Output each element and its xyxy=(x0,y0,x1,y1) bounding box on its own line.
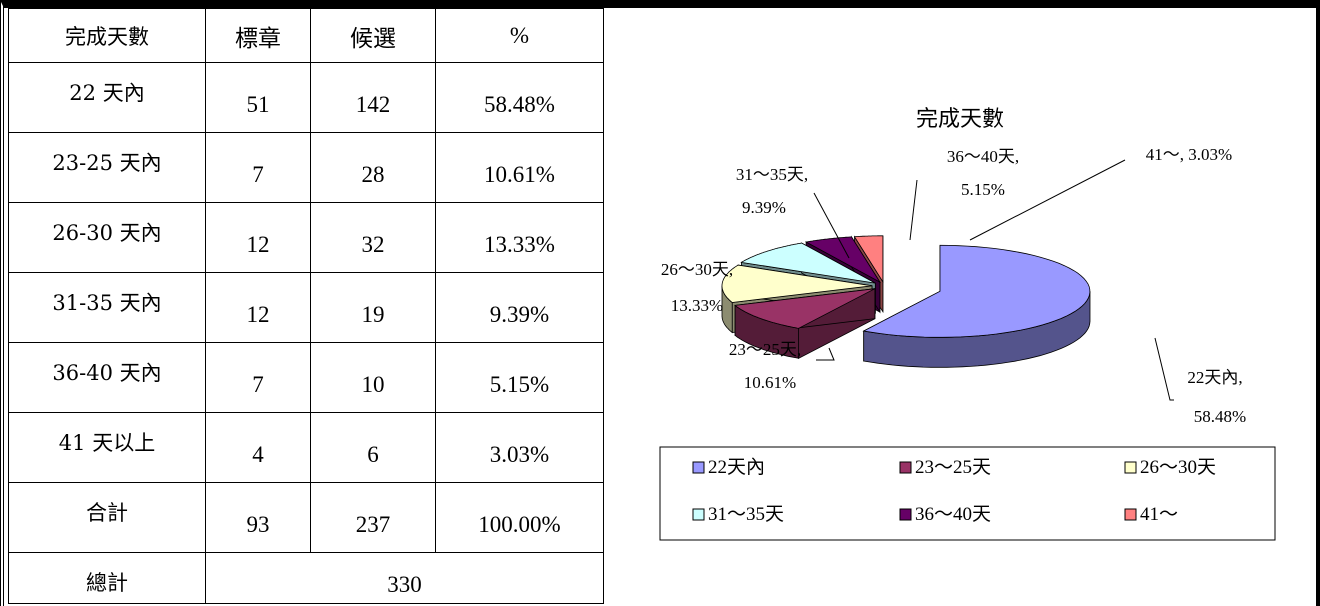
table-cell: 5.15% xyxy=(435,342,604,413)
legend-swatch xyxy=(692,461,705,474)
table-cell: 100.00% xyxy=(435,482,604,553)
leader-line xyxy=(813,192,850,259)
data-label: 41～, 3.03% xyxy=(1146,145,1232,164)
data-label: 23～25天, xyxy=(729,340,801,359)
table-cell: 13.33% xyxy=(435,202,604,273)
legend-label: 23～25天 xyxy=(915,457,991,478)
table-cell: 10 xyxy=(310,342,436,413)
table-cell: 51 xyxy=(205,62,311,133)
table-row: 36-40 天內 7 10 5.15% xyxy=(8,342,604,413)
slice xyxy=(853,235,884,284)
table-cell: 6 xyxy=(310,412,436,483)
table-row: 完成天數 標章 候選% xyxy=(8,8,604,63)
legend-swatch xyxy=(899,461,912,474)
table-cell: 22 天內 xyxy=(8,62,206,133)
legend-label: 31～35天 xyxy=(708,504,784,525)
table-cell: 合計 xyxy=(8,482,206,553)
legend-label: 36～40天 xyxy=(915,504,991,525)
table-row: 31-35 天內 12 19 9.39% xyxy=(8,272,604,343)
data-label: 58.48% xyxy=(1194,407,1246,426)
leader-line xyxy=(816,347,835,361)
legend-swatch xyxy=(899,508,912,521)
legend-swatch xyxy=(692,508,705,521)
table-row: 總計 330 xyxy=(8,552,604,604)
table-cell: % xyxy=(435,8,604,63)
slice xyxy=(804,236,882,284)
table-cell: 36-40 天內 xyxy=(8,342,206,413)
data-label: 36～40天, xyxy=(947,147,1019,166)
leader-line xyxy=(1154,337,1174,401)
slice xyxy=(740,242,876,284)
data-label: 9.39% xyxy=(742,198,786,217)
data-label: 5.15% xyxy=(961,180,1005,199)
pie-chart: 完成天數 22天內, 58.48% 23～25天, 10.61% 26～30天, 13.3… xyxy=(659,107,1276,541)
table-cell: 41 天以上 xyxy=(8,412,206,483)
table-cell: 12 xyxy=(205,272,311,343)
slice xyxy=(721,264,873,303)
data-label: 31～35天, xyxy=(736,165,808,184)
legend-label: 26～30天 xyxy=(1140,457,1216,478)
legend-swatch xyxy=(1124,461,1137,474)
table-cell: 32 xyxy=(310,202,436,273)
table-cell: 31-35 天內 xyxy=(8,272,206,343)
legend-box xyxy=(659,446,1276,541)
table-cell: 候選 xyxy=(310,8,436,63)
legend-label: 41～ xyxy=(1140,504,1178,525)
table-cell: 3.03% xyxy=(435,412,604,483)
table-cell: 7 xyxy=(205,342,311,413)
table-cell: 完成天數 xyxy=(8,8,206,63)
table-cell: 總計 xyxy=(8,552,206,604)
table-cell: 93 xyxy=(205,482,311,553)
stats-table: 完成天數 標章 候選% 22 天內 51 142 58.48% 23-25 天內 7 28 10.6… xyxy=(8,8,604,604)
data-label: 10.61% xyxy=(744,373,796,392)
table-cell: 330 xyxy=(205,552,604,604)
data-label: 26～30天, xyxy=(661,260,733,279)
data-label: 13.33% xyxy=(671,296,723,315)
table-cell: 237 xyxy=(310,482,436,553)
table-cell: 7 xyxy=(205,132,311,203)
table-row: 26-30 天內 12 32 13.33% xyxy=(8,202,604,273)
table-row: 22 天內 51 142 58.48% xyxy=(8,62,604,133)
table-cell: 58.48% xyxy=(435,62,604,133)
table-cell: 26-30 天內 xyxy=(8,202,206,273)
legend-label: 22天內 xyxy=(708,456,765,478)
table-body: 完成天數 標章 候選% 22 天內 51 142 58.48% 23-25 天內 7 28 10.6… xyxy=(8,8,604,604)
table-cell: 10.61% xyxy=(435,132,604,203)
table-row: 23-25 天內 7 28 10.61% xyxy=(8,132,604,203)
table-cell: 142 xyxy=(310,62,436,133)
table-cell: 12 xyxy=(205,202,311,273)
table-cell: 23-25 天內 xyxy=(8,132,206,203)
table-cell: 4 xyxy=(205,412,311,483)
table-cell: 標章 xyxy=(205,8,311,63)
table-row: 41 天以上 4 6 3.03% xyxy=(8,412,604,483)
slice xyxy=(862,244,1091,338)
leader-line xyxy=(969,159,1126,241)
table-cell: 28 xyxy=(310,132,436,203)
chart-title: 完成天數 xyxy=(916,107,1004,132)
table-cell: 19 xyxy=(310,272,436,343)
slice xyxy=(734,288,876,329)
legend-swatch xyxy=(1124,508,1137,521)
data-label: 22天內, xyxy=(1187,368,1242,387)
table-row: 合計 93 237 100.00% xyxy=(8,482,604,553)
leader-line xyxy=(909,179,918,241)
table-cell: 9.39% xyxy=(435,272,604,343)
